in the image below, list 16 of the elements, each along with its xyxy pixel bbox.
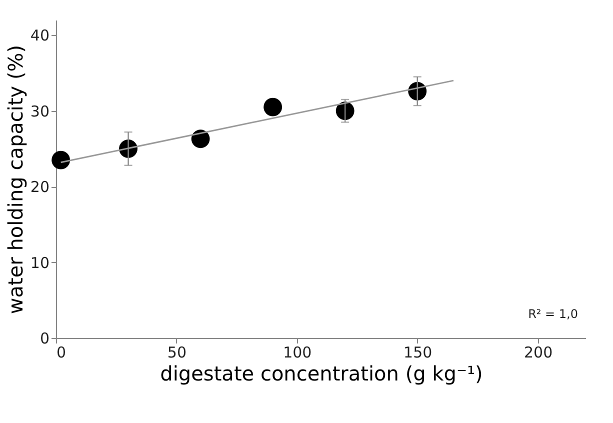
x-tick-label: 50	[167, 344, 186, 362]
annotation: R² = 1,0	[528, 307, 578, 321]
y-tick-label: 20	[30, 178, 50, 196]
x-tick-label: 150	[404, 344, 432, 362]
y-tick-label: 40	[30, 26, 50, 45]
point	[52, 150, 70, 170]
y-axis-title: water holding capacity (%)	[3, 44, 28, 314]
x-tick-label: 200	[524, 344, 553, 362]
x-tick-label: 0	[56, 344, 66, 362]
y-tick-label: 10	[30, 254, 50, 272]
x-tick-label: 100	[283, 344, 312, 362]
y-tick-label: 30	[30, 102, 50, 120]
x-axis-title: digestate concentration (g kg⁻¹)	[160, 362, 483, 386]
point	[264, 98, 282, 116]
y-tick-label: 0	[40, 330, 50, 348]
point	[191, 130, 210, 148]
